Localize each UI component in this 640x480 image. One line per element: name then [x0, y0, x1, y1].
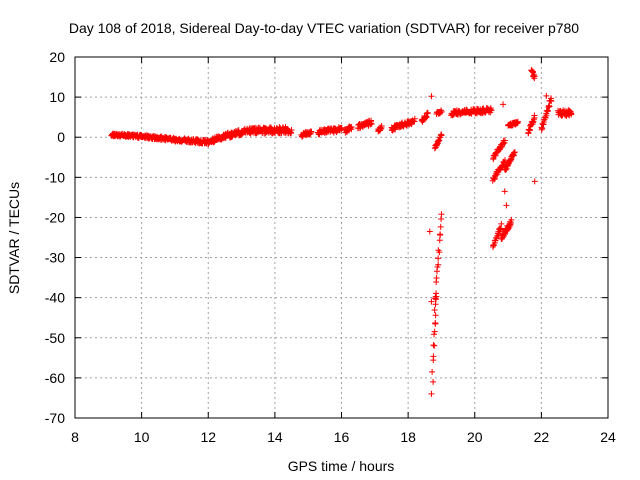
data-point [435, 255, 442, 262]
data-point [538, 126, 545, 133]
x-tick-label: 14 [267, 429, 283, 445]
data-point [428, 93, 435, 100]
data-point [531, 73, 538, 80]
data-point [428, 390, 435, 397]
y-tick-label: -20 [45, 209, 65, 225]
data-point [430, 378, 437, 385]
axis-ticks [74, 56, 609, 419]
x-tick-label: 10 [134, 429, 150, 445]
data-point [438, 132, 445, 139]
data-point [411, 115, 418, 122]
y-tick-labels: 20 10 0 -10 -20 -30 -40 -50 -60 -70 [45, 49, 65, 426]
data-point [507, 220, 514, 227]
data-point [430, 342, 437, 349]
data-point [348, 123, 355, 130]
y-tick-label: 10 [49, 89, 65, 105]
data-point [501, 188, 508, 195]
y-tick-label: -10 [45, 169, 65, 185]
data-point [429, 368, 436, 375]
y-axis-title: SDTVAR / TECUs [6, 182, 22, 294]
data-point [432, 293, 439, 300]
chart-title: Day 108 of 2018, Sidereal Day-to-day VTE… [69, 20, 579, 36]
x-tick-label: 8 [71, 429, 79, 445]
x-tick-label: 24 [600, 429, 616, 445]
data-point [511, 149, 518, 156]
data-points [108, 67, 575, 397]
y-tick-label: -70 [45, 410, 65, 426]
data-point [424, 110, 431, 117]
data-point [546, 103, 553, 110]
x-tick-label: 12 [200, 429, 216, 445]
x-tick-label: 18 [400, 429, 416, 445]
data-point [488, 107, 495, 114]
data-point [431, 328, 438, 335]
grid-lines [75, 57, 608, 418]
data-point [432, 312, 439, 319]
data-point [437, 231, 444, 238]
data-point [497, 225, 504, 232]
data-point [438, 211, 445, 218]
data-point [368, 117, 375, 124]
data-point [543, 92, 550, 99]
data-point [531, 178, 538, 185]
data-point [377, 126, 384, 133]
data-point [500, 101, 507, 108]
data-point [548, 95, 555, 102]
x-tick-label: 22 [534, 429, 550, 445]
x-tick-labels: 8 10 12 14 16 18 20 22 24 [71, 429, 616, 445]
x-tick-label: 20 [467, 429, 483, 445]
data-point [431, 342, 438, 349]
data-point [435, 261, 442, 268]
y-tick-label: -60 [45, 370, 65, 386]
y-tick-label: -50 [45, 330, 65, 346]
y-tick-label: 0 [57, 129, 65, 145]
y-tick-label: -30 [45, 250, 65, 266]
data-point [436, 237, 443, 244]
data-point [431, 331, 438, 338]
data-point [531, 112, 538, 119]
data-point [288, 127, 295, 134]
y-tick-label: 20 [49, 49, 65, 65]
data-point [308, 128, 315, 135]
x-tick-label: 16 [334, 429, 350, 445]
data-point [498, 220, 505, 227]
x-axis-title: GPS time / hours [288, 458, 395, 474]
data-point [508, 216, 515, 223]
data-point [503, 202, 510, 209]
data-point [428, 298, 435, 305]
data-point [491, 176, 498, 183]
data-point [433, 275, 440, 282]
data-point [492, 237, 499, 244]
data-point [426, 228, 433, 235]
data-point [437, 223, 444, 230]
data-point [433, 290, 440, 297]
data-point [338, 124, 345, 131]
data-point [438, 108, 445, 115]
data-point [430, 353, 437, 360]
data-point [368, 120, 375, 127]
data-point [432, 320, 439, 327]
data-point [514, 118, 521, 125]
data-point [544, 107, 551, 114]
data-point [299, 133, 306, 140]
y-tick-label: -40 [45, 290, 65, 306]
data-point [378, 122, 385, 129]
data-point [542, 114, 549, 121]
data-point [431, 307, 438, 314]
data-point [568, 111, 575, 118]
data-point [501, 137, 508, 144]
data-point [436, 249, 443, 256]
